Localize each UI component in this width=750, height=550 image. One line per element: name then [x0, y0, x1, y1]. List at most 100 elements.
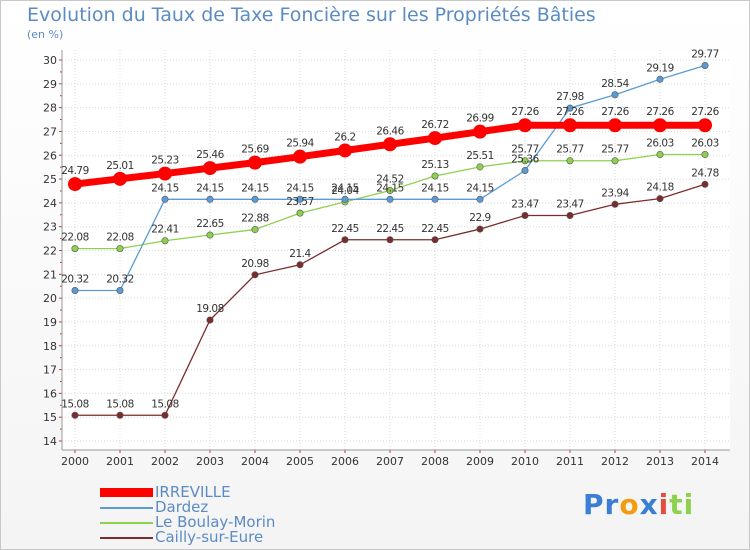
logo-part: i — [658, 488, 670, 521]
data-label: 27.98 — [556, 91, 584, 103]
data-label: 26.03 — [646, 138, 674, 150]
data-label: 15.08 — [106, 398, 134, 410]
data-label: 25.46 — [196, 149, 224, 161]
data-point — [71, 411, 79, 419]
x-tick-label: 2008 — [421, 455, 449, 468]
data-label: 24.15 — [286, 182, 314, 194]
legend-item-irreville: IRREVILLE — [100, 485, 231, 500]
data-point — [383, 137, 397, 152]
data-point — [113, 171, 127, 186]
data-point — [386, 195, 394, 203]
data-label: 22.08 — [61, 232, 89, 244]
legend-item-dardez: Dardez — [100, 500, 208, 515]
data-label: 22.9 — [469, 212, 490, 224]
data-label: 23.47 — [511, 198, 539, 210]
data-point — [251, 271, 259, 279]
x-tick-label: 2010 — [511, 455, 539, 468]
data-point — [701, 61, 709, 69]
data-label: 23.94 — [601, 187, 629, 199]
data-label: 27.26 — [691, 106, 719, 118]
data-label: 24.15 — [376, 182, 404, 194]
data-label: 26.2 — [334, 131, 355, 143]
data-label: 25.94 — [286, 138, 314, 150]
data-label: 29.77 — [691, 48, 719, 60]
data-label: 27.26 — [511, 106, 539, 118]
data-point — [701, 151, 709, 159]
logo-part: Pr — [583, 488, 620, 521]
data-label: 24.15 — [196, 182, 224, 194]
x-tick-label: 2003 — [196, 455, 224, 468]
data-label: 21.4 — [289, 248, 311, 260]
data-label: 26.46 — [376, 125, 404, 137]
data-label: 25.13 — [421, 159, 449, 171]
data-label: 24.04 — [331, 185, 359, 197]
data-label: 22.41 — [151, 224, 179, 236]
data-point — [68, 177, 82, 192]
chart-title: Evolution du Taux de Taxe Foncière sur l… — [27, 4, 596, 26]
data-point — [653, 118, 667, 133]
data-label: 19.08 — [196, 303, 224, 315]
legend-item-le-boulay-morin: Le Boulay-Morin — [100, 515, 275, 530]
data-label: 23.57 — [286, 196, 314, 208]
x-tick-label: 2005 — [286, 455, 314, 468]
y-tick-label: 14 — [43, 435, 57, 448]
x-tick-label: 2004 — [241, 455, 269, 468]
y-tick-label: 22 — [43, 245, 57, 258]
data-label: 25.36 — [511, 153, 539, 165]
data-label: 22.45 — [331, 223, 359, 235]
data-label: 20.98 — [241, 258, 269, 270]
data-label: 27.26 — [646, 106, 674, 118]
data-point — [473, 124, 487, 139]
data-point — [656, 195, 664, 203]
data-point — [431, 236, 439, 244]
y-tick-label: 19 — [43, 316, 57, 329]
data-label: 24.78 — [691, 167, 719, 179]
data-label: 15.08 — [61, 398, 89, 410]
legend-swatch — [100, 536, 153, 539]
y-tick-label: 18 — [43, 340, 57, 353]
data-label: 25.51 — [466, 150, 494, 162]
y-tick-label: 15 — [43, 411, 57, 424]
x-tick-label: 2006 — [331, 455, 359, 468]
data-label: 24.15 — [241, 182, 269, 194]
data-point — [341, 195, 349, 203]
data-label: 24.18 — [646, 182, 674, 194]
data-point — [701, 180, 709, 188]
data-point — [521, 166, 529, 174]
data-point — [611, 91, 619, 99]
data-point — [296, 195, 304, 203]
data-point — [251, 195, 259, 203]
data-label: 29.19 — [646, 62, 674, 74]
data-point — [656, 151, 664, 159]
data-label: 27.26 — [601, 106, 629, 118]
y-tick-label: 24 — [43, 197, 57, 210]
data-point — [656, 75, 664, 83]
data-point — [338, 143, 352, 158]
data-point — [566, 157, 574, 165]
data-label: 23.47 — [556, 198, 584, 210]
data-point — [116, 245, 124, 253]
legend-label: IRREVILLE — [155, 483, 231, 501]
data-label: 22.88 — [241, 213, 269, 225]
y-tick-label: 16 — [43, 387, 57, 400]
y-tick-label: 25 — [43, 173, 57, 186]
data-label: 26.99 — [466, 113, 494, 125]
y-tick-label: 23 — [43, 221, 57, 234]
data-label: 15.08 — [151, 398, 179, 410]
data-point — [248, 155, 262, 170]
data-label: 22.65 — [196, 218, 224, 230]
data-point — [698, 118, 712, 133]
data-point — [293, 149, 307, 164]
y-tick-label: 30 — [43, 54, 57, 67]
y-tick-label: 27 — [43, 125, 57, 138]
data-label: 28.54 — [601, 78, 629, 90]
data-point — [428, 131, 442, 146]
data-label: 25.01 — [106, 160, 134, 172]
y-tick-label: 28 — [43, 102, 57, 115]
data-label: 26.03 — [691, 138, 719, 150]
y-tick-label: 26 — [43, 149, 57, 162]
data-label: 20.32 — [61, 274, 89, 286]
y-tick-label: 29 — [43, 78, 57, 91]
logo-part: o — [619, 488, 640, 521]
